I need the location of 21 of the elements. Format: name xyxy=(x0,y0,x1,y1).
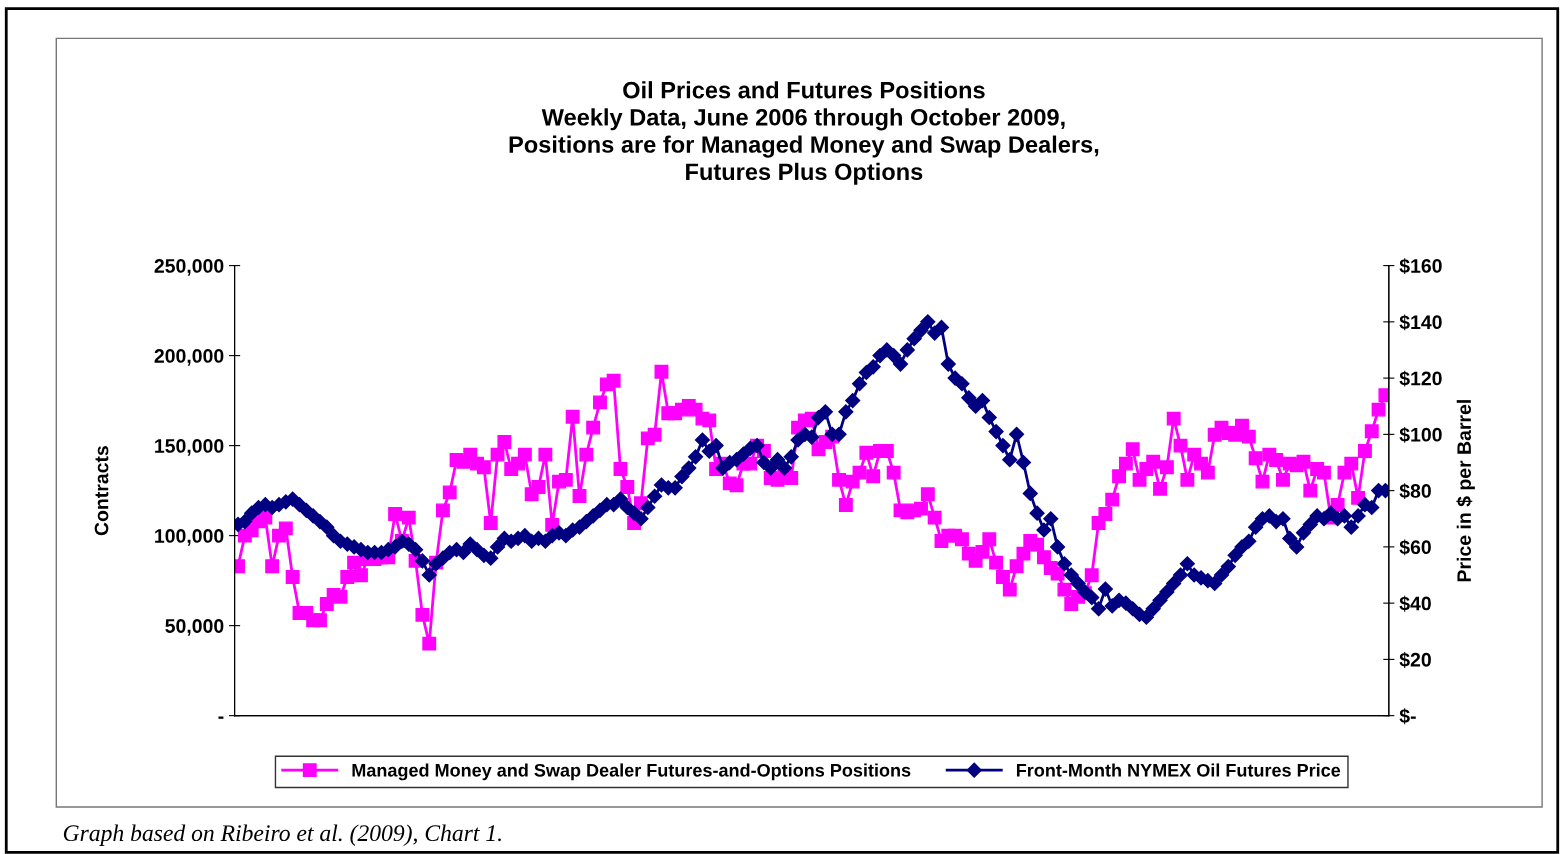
y-tick-label: 150,000 xyxy=(155,439,224,456)
y2-tick-label: $40 xyxy=(1399,595,1431,612)
legend-label: Front-Month NYMEX Oil Futures Price xyxy=(1016,763,1341,777)
text: Graph based on Ribeiro et al. (2009), Chart 1. xyxy=(63,824,501,846)
y2-tick-label: $140 xyxy=(1399,314,1442,331)
y-axis-title: Contracts xyxy=(94,446,109,536)
y-tick-label: 50,000 xyxy=(165,619,224,636)
y2-tick-label: $20 xyxy=(1399,652,1431,668)
y2-tick-label: $- xyxy=(1399,708,1416,725)
legend-label: Managed Money and Swap Dealer Futures-and-Options Positions xyxy=(352,763,911,781)
y-tick-label: - xyxy=(218,716,224,719)
y-tick-label: 200,000 xyxy=(154,349,224,366)
y-tick-label: 250,000 xyxy=(154,259,224,276)
y2-tick-label: $80 xyxy=(1399,483,1431,500)
y2-tick-label: $160 xyxy=(1399,258,1442,275)
y2-tick-label: $100 xyxy=(1399,426,1442,443)
chart-title: Oil Prices and Futures Positions Weekly Data, June 2006 through October 2009, Positions are for Managed Money and Swap Dealers, Futures Plus Options xyxy=(509,81,1099,185)
y-tick-label: 100,000 xyxy=(155,529,224,546)
y2-axis-title: Price in $ per Barrel xyxy=(1456,400,1475,582)
y2-tick-label: $60 xyxy=(1399,539,1431,556)
y2-tick-label: $120 xyxy=(1399,370,1442,387)
